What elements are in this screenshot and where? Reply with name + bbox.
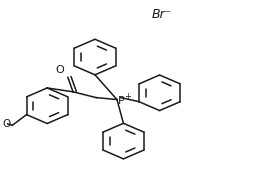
Text: P: P bbox=[118, 95, 125, 105]
Text: O: O bbox=[56, 65, 64, 75]
Text: +: + bbox=[124, 92, 131, 101]
Text: O: O bbox=[2, 119, 10, 129]
Text: Br⁻: Br⁻ bbox=[152, 8, 172, 21]
